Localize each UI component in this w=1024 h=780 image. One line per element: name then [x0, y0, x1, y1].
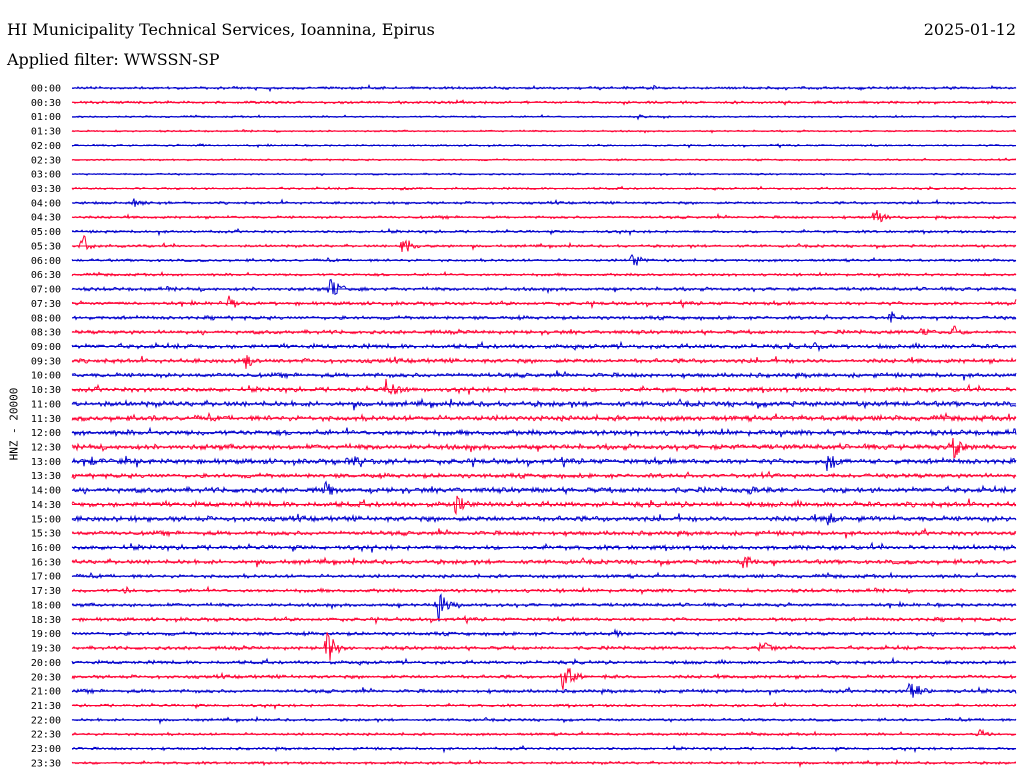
row-time-label: 17:00	[31, 572, 61, 583]
trace-line	[71, 397, 1017, 411]
row-time-label: 12:00	[31, 428, 61, 439]
row-time-label: 20:00	[31, 658, 61, 669]
row-time-label: 16:00	[31, 543, 61, 554]
trace-line	[71, 668, 1017, 690]
row-time-label: 21:00	[31, 687, 61, 698]
row-time-label: 13:00	[31, 457, 61, 468]
row-time-label: 18:00	[31, 600, 61, 611]
trace-line	[71, 295, 1017, 310]
row-time-label: 07:00	[31, 285, 61, 296]
row-time-label: 08:00	[31, 313, 61, 324]
row-time-label: 10:30	[31, 385, 61, 396]
row-time-label: 11:30	[31, 414, 61, 425]
row-time-label: 07:30	[31, 299, 61, 310]
row-time-label: 14:30	[31, 500, 61, 511]
trace-line	[71, 235, 1017, 253]
trace-line	[71, 470, 1017, 481]
row-time-label: 03:00	[31, 170, 61, 181]
row-time-label: 19:30	[31, 644, 61, 655]
row-time-label: 10:00	[31, 371, 61, 382]
trace-line	[71, 278, 1017, 296]
row-time-label: 08:30	[31, 328, 61, 339]
trace-line	[72, 311, 1017, 323]
row-time-label: 03:30	[31, 184, 61, 195]
trace-line	[71, 325, 1017, 337]
row-time-label: 11:00	[31, 399, 61, 410]
row-time-label: 05:30	[31, 241, 61, 252]
trace-line	[71, 571, 1017, 580]
row-time-label: 22:30	[31, 730, 61, 741]
row-time-label: 09:30	[31, 356, 61, 367]
row-time-label: 06:30	[31, 270, 61, 281]
trace-line	[71, 513, 1017, 526]
row-time-label: 15:00	[31, 514, 61, 525]
row-time-label: 04:00	[31, 198, 61, 209]
trace-line	[71, 541, 1017, 553]
row-time-label: 06:00	[31, 256, 61, 267]
trace-line	[71, 411, 1017, 423]
trace-line	[71, 378, 1017, 395]
row-time-label: 01:00	[31, 112, 61, 123]
row-time-label: 02:30	[31, 155, 61, 166]
trace-line	[71, 656, 1017, 666]
row-time-label: 02:00	[31, 141, 61, 152]
row-time-label: 17:30	[31, 586, 61, 597]
row-time-label: 22:00	[31, 715, 61, 726]
row-time-label: 01:30	[31, 127, 61, 138]
trace-line	[71, 728, 1017, 737]
trace-line	[71, 455, 1017, 472]
trace-rows: 00:00 00:30 01:00 01:30 02:00 02:30 03:00 03:30…	[31, 84, 1017, 769]
record-date: 2025-01-12	[923, 20, 1016, 39]
row-time-label: 20:30	[31, 672, 61, 683]
row-time-label: 04:30	[31, 213, 61, 224]
row-time-label: 23:00	[31, 744, 61, 755]
row-time-label: 12:30	[31, 443, 61, 454]
applied-filter-label: Applied filter: WWSSN-SP	[7, 50, 220, 69]
row-time-label: 16:30	[31, 557, 61, 568]
row-time-label: 21:30	[31, 701, 61, 712]
trace-line	[71, 593, 1017, 622]
row-time-label: 19:00	[31, 629, 61, 640]
trace-line	[71, 437, 1017, 459]
trace-line	[71, 209, 1017, 223]
station-title: HI Municipality Technical Services, Ioan…	[7, 20, 435, 39]
row-time-label: 09:00	[31, 342, 61, 353]
row-time-label: 14:00	[31, 486, 61, 497]
trace-line	[71, 632, 1017, 661]
row-time-label: 15:30	[31, 529, 61, 540]
trace-line	[71, 355, 1017, 369]
row-time-label: 05:00	[31, 227, 61, 238]
row-time-label: 13:30	[31, 471, 61, 482]
trace-line	[71, 426, 1017, 438]
row-time-label: 00:30	[31, 98, 61, 109]
row-time-label: 00:00	[31, 84, 61, 95]
row-time-label: 18:30	[31, 615, 61, 626]
row-time-label: 23:30	[31, 758, 61, 769]
trace-line	[71, 480, 1017, 496]
